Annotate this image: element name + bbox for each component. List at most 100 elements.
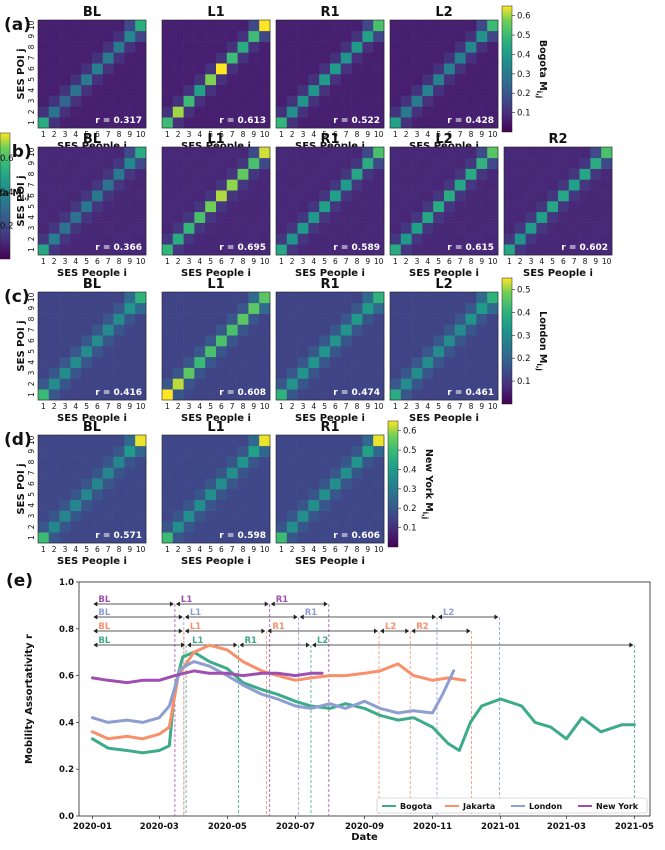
heatmap-cell: [487, 346, 499, 358]
heatmap-cell: [226, 106, 238, 118]
heatmap-cell: [433, 30, 445, 42]
heatmap-cell: [81, 346, 93, 358]
heatmap-cell: [48, 302, 60, 314]
heatmap-cell: [205, 435, 217, 447]
heatmap-cell: [216, 20, 228, 32]
heatmap-cell: [59, 467, 71, 479]
heatmap-cell: [390, 63, 402, 75]
x-axis-label: SES People i: [181, 413, 251, 424]
heatmap-cell: [308, 313, 320, 325]
heatmap-cell: [276, 335, 288, 347]
heatmap-cell: [172, 157, 184, 169]
heatmap-cell: [102, 313, 114, 325]
heatmap-cell: [400, 335, 412, 347]
heatmap-cell: [465, 84, 477, 96]
heatmap-cell: [286, 456, 298, 468]
heatmap-cell: [465, 179, 477, 191]
heatmap-cell: [400, 20, 412, 32]
heatmap-cell: [411, 356, 423, 368]
heatmap-cell: [248, 532, 260, 544]
heatmap-cell: [92, 30, 104, 42]
heatmap-cell: [330, 499, 342, 511]
heatmap-cell: [276, 244, 288, 256]
heatmap-cell: [297, 168, 309, 180]
heatmap-cell: [226, 367, 238, 379]
heatmap-cell: [308, 84, 320, 96]
heatmap-cell: [135, 211, 147, 223]
heatmap-cell: [422, 233, 434, 245]
heatmap-cell: [454, 313, 466, 325]
heatmap-cell: [373, 467, 385, 479]
heatmap-cell: [362, 445, 374, 457]
heatmap-cell: [476, 356, 488, 368]
heatmap-cell: [476, 20, 488, 32]
matrix-frame: [161, 291, 271, 401]
heatmap-cell: [48, 147, 60, 159]
heatmap-cell: [237, 74, 249, 86]
heatmap-cell: [362, 95, 374, 107]
heatmap-cell: [259, 233, 271, 245]
matrix-frame: [275, 291, 385, 401]
panel-label: (c): [4, 287, 30, 307]
y-tick-label: 8: [27, 44, 36, 49]
colorbar-tick-label: 0.5: [517, 285, 531, 295]
heatmap-cell: [465, 313, 477, 325]
heatmap-cell: [362, 201, 374, 213]
heatmap-cell: [113, 244, 125, 256]
heatmap-cell: [248, 233, 260, 245]
heatmap-cell: [248, 346, 260, 358]
heatmap-cell: [536, 222, 548, 234]
heatmap-cell: [172, 356, 184, 368]
x-tick-label: 5: [550, 257, 555, 266]
x-tick-label: 1: [41, 402, 46, 411]
x-tick-label: 2021-03: [547, 822, 586, 832]
heatmap-cell: [286, 106, 298, 118]
heatmap-cell: [216, 41, 228, 53]
panel-label: (a): [4, 15, 31, 35]
heatmap-cell: [183, 521, 195, 533]
heatmap-cell: [216, 313, 228, 325]
heatmap-cell: [259, 157, 271, 169]
heatmap-cell: [259, 532, 271, 544]
heatmap-cell: [183, 324, 195, 336]
heatmap-cell: [205, 30, 217, 42]
heatmap-cell: [124, 532, 136, 544]
heatmap-cell: [590, 244, 602, 256]
heatmap-cell: [38, 201, 50, 213]
y-tick-label: 8: [27, 459, 36, 464]
heatmap-cell: [601, 168, 613, 180]
heatmap-cell: [216, 52, 228, 64]
heatmap-cell: [183, 478, 195, 490]
heatmap-cell: [102, 378, 114, 390]
heatmap-cell: [226, 378, 238, 390]
arrow-head: [184, 628, 189, 634]
heatmap-cell: [568, 244, 580, 256]
heatmap-cell: [330, 244, 342, 256]
heatmap-cell: [525, 147, 537, 159]
heatmap-cell: [205, 346, 217, 358]
heatmap-cell: [601, 211, 613, 223]
heatmap-cell: [400, 367, 412, 379]
heatmap-cell: [226, 313, 238, 325]
x-axis-label: SES People i: [57, 556, 127, 567]
heatmap-cell: [444, 41, 456, 53]
heatmap-cell: [558, 201, 570, 213]
heatmap-cell: [102, 179, 114, 191]
heatmap-cell: [92, 435, 104, 447]
heatmap-cell: [162, 117, 174, 129]
heatmap-cell: [476, 292, 488, 304]
heatmap-cell: [276, 74, 288, 86]
heatmap-cell: [308, 335, 320, 347]
y-tick-label: 4: [27, 215, 36, 220]
heatmap-cell: [81, 147, 93, 159]
heatmap-cell: [162, 324, 174, 336]
heatmap-cell: [237, 117, 249, 129]
matrix-title: R1: [320, 132, 339, 147]
x-tick-label: 2: [176, 545, 181, 554]
x-tick-label: 9: [251, 545, 256, 554]
heatmap-cell: [433, 157, 445, 169]
heatmap-cell: [113, 211, 125, 223]
